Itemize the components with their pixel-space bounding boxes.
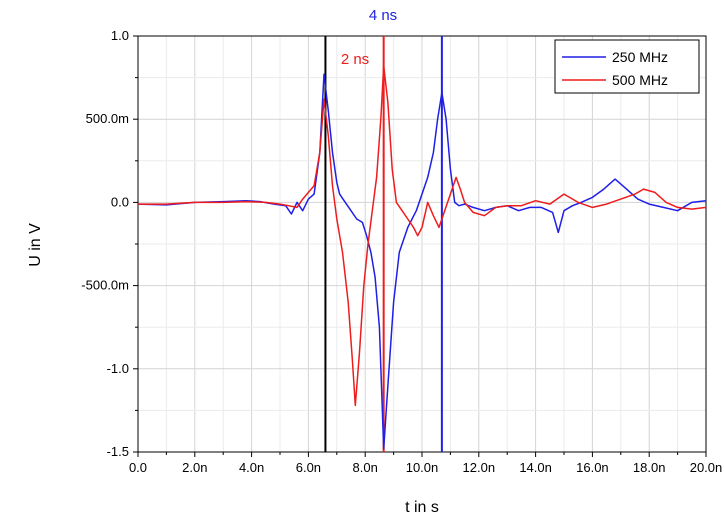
x-tick-label: 4.0n <box>239 460 264 475</box>
legend-label-250mhz: 250 MHz <box>612 49 668 65</box>
annotation-4ns: 4 ns <box>369 7 397 24</box>
x-tick-label: 18.0n <box>633 460 666 475</box>
series-group <box>137 65 707 450</box>
y-tick-label: -500.0m <box>81 278 129 293</box>
x-tick-label: 0.0 <box>129 460 147 475</box>
x-tick-label: 10.0n <box>406 460 439 475</box>
x-tick-label: 8.0n <box>353 460 378 475</box>
x-tick-label: 12.0n <box>463 460 496 475</box>
series-line-250mhz <box>137 73 707 450</box>
y-tick-label: 500.0m <box>86 111 129 126</box>
tick-labels: 0.0 2.0n 4.0n 6.0n 8.0n 10.0n 12.0n 14.0n 16.0n 1… <box>81 28 722 475</box>
legend-label-500mhz: 500 MHz <box>612 72 668 88</box>
x-tick-label: 14.0n <box>519 460 552 475</box>
x-tick-label: 16.0n <box>576 460 609 475</box>
y-tick-label: -1.0 <box>107 361 129 376</box>
y-tick-label: -1.5 <box>107 444 129 459</box>
axes <box>133 35 707 457</box>
y-tick-label: 0.0 <box>111 194 129 209</box>
series-line-500mhz <box>138 65 707 407</box>
x-tick-label: 20.0n <box>690 460 723 475</box>
annotation-2ns: 2 ns <box>341 51 369 68</box>
y-tick-label: 1.0 <box>111 28 129 43</box>
x-tick-label: 2.0n <box>182 460 207 475</box>
x-tick-label: 6.0n <box>296 460 321 475</box>
x-axis-title: t in s <box>405 499 439 516</box>
grid <box>137 35 707 453</box>
legend-box <box>554 39 700 94</box>
legend: 250 MHz 500 MHz <box>554 39 700 94</box>
y-axis-title: U in V <box>27 223 44 267</box>
